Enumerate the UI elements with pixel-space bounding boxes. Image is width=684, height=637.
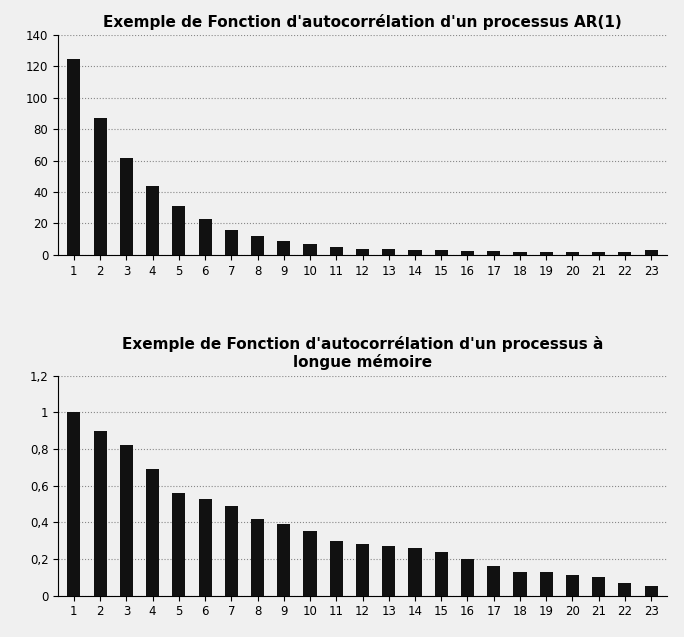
Bar (146, 186, 159, 255)
Bar (277, 524, 291, 596)
Bar (618, 252, 631, 255)
Bar (67, 412, 81, 596)
Bar (356, 248, 369, 255)
Bar (304, 531, 317, 596)
Bar (644, 250, 658, 255)
Bar (566, 575, 579, 596)
Bar (67, 59, 81, 255)
Bar (330, 247, 343, 255)
Bar (304, 244, 317, 255)
Title: Exemple de Fonction d'autocorrélation d'un processus AR(1): Exemple de Fonction d'autocorrélation d'… (103, 14, 622, 30)
Bar (434, 250, 448, 255)
Bar (225, 230, 238, 255)
Bar (408, 250, 421, 255)
Bar (487, 251, 500, 255)
Bar (277, 241, 291, 255)
Bar (540, 572, 553, 596)
Title: Exemple de Fonction d'autocorrélation d'un processus à
longue mémoire: Exemple de Fonction d'autocorrélation d'… (122, 336, 603, 371)
Bar (644, 587, 658, 596)
Bar (225, 506, 238, 596)
Bar (120, 157, 133, 255)
Bar (487, 566, 500, 596)
Bar (120, 445, 133, 596)
Bar (514, 252, 527, 255)
Bar (382, 546, 395, 596)
Bar (592, 252, 605, 255)
Bar (514, 572, 527, 596)
Bar (251, 519, 264, 596)
Bar (356, 544, 369, 596)
Bar (94, 118, 107, 255)
Bar (408, 548, 421, 596)
Bar (330, 541, 343, 596)
Bar (566, 252, 579, 255)
Bar (172, 493, 185, 596)
Bar (94, 431, 107, 596)
Bar (461, 251, 474, 255)
Bar (146, 469, 159, 596)
Bar (251, 236, 264, 255)
Bar (198, 218, 211, 255)
Bar (198, 499, 211, 596)
Bar (618, 583, 631, 596)
Bar (382, 248, 395, 255)
Bar (540, 252, 553, 255)
Bar (172, 206, 185, 255)
Bar (592, 577, 605, 596)
Bar (461, 559, 474, 596)
Bar (434, 552, 448, 596)
